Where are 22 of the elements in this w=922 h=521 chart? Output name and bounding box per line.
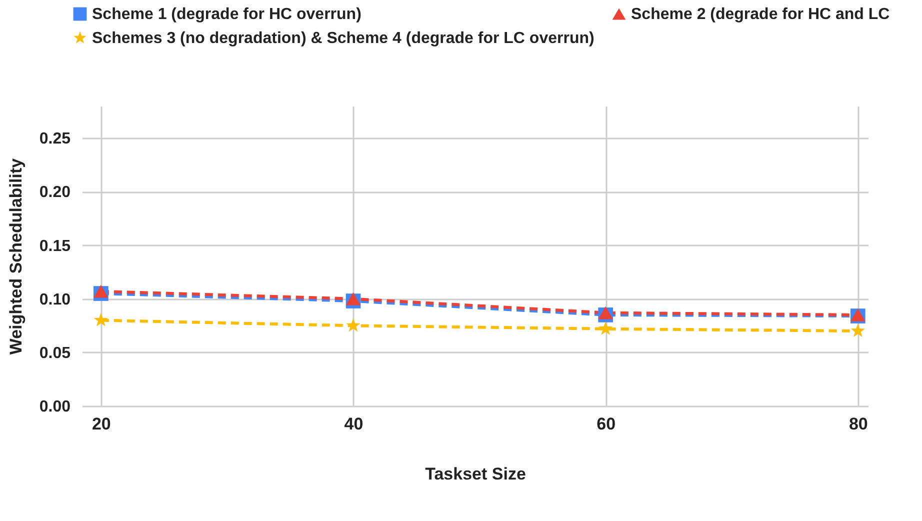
legend-label: Scheme 1 (degrade for HC overrun) bbox=[92, 6, 362, 23]
x-tick-label: 60 bbox=[596, 414, 616, 434]
x-tick-label: 80 bbox=[848, 414, 868, 434]
y-axis-title: Weighted Schedulability bbox=[6, 158, 26, 355]
x-tick-label: 40 bbox=[344, 414, 364, 434]
legend-label: Scheme 2 (degrade for HC and LC bbox=[631, 6, 890, 23]
x-axis-title: Taskset Size bbox=[425, 464, 526, 484]
point bbox=[598, 321, 613, 335]
point bbox=[850, 324, 865, 338]
legend-label: Schemes 3 (no degradation) & Scheme 4 (degrade for LC overrun) bbox=[92, 30, 594, 47]
y-tick-label: 0.05 bbox=[39, 344, 71, 362]
point bbox=[346, 292, 361, 306]
y-tick-label: 0.20 bbox=[39, 184, 71, 202]
point bbox=[94, 284, 108, 298]
point bbox=[598, 306, 613, 320]
y-tick-label: 0.15 bbox=[39, 238, 71, 255]
point bbox=[346, 318, 360, 332]
point bbox=[94, 312, 108, 326]
y-tick-label: 0.00 bbox=[39, 398, 71, 416]
y-tick-label: 0.10 bbox=[39, 291, 71, 308]
y-tick-label: 0.25 bbox=[39, 130, 71, 148]
x-tick-label: 20 bbox=[92, 414, 111, 434]
